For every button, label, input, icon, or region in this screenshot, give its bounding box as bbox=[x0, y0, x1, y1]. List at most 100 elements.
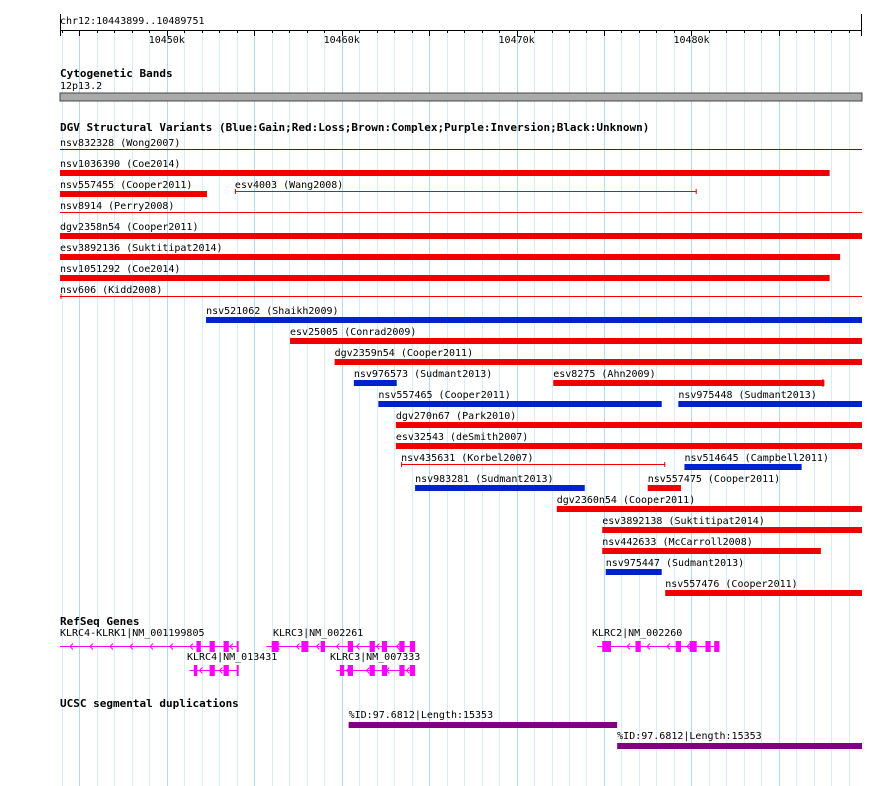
dgv-feature-label[interactable]: dgv2359n54 (Cooper2011) bbox=[334, 348, 474, 359]
gene-exon[interactable] bbox=[236, 665, 239, 676]
dgv-feature-nsv557455[interactable] bbox=[60, 191, 207, 197]
segdup-label[interactable]: %ID:97.6812|Length:15353 bbox=[617, 731, 762, 742]
gene-exon[interactable] bbox=[209, 641, 215, 652]
dgv-feature-dgv2360n54[interactable] bbox=[556, 506, 862, 512]
gene-exon[interactable] bbox=[675, 641, 681, 652]
dgv-feature-label[interactable]: nsv975448 (Sudmant2013) bbox=[678, 390, 817, 401]
gene-exon[interactable] bbox=[369, 665, 375, 676]
dgv-feature-label[interactable]: esv8275 (Ahn2009) bbox=[553, 369, 656, 380]
strand-arrow bbox=[129, 643, 134, 650]
dgv-feature-label[interactable]: esv4003 (Wang2008) bbox=[234, 180, 344, 191]
strand-arrow bbox=[335, 643, 340, 650]
dgv-feature-label[interactable]: nsv975447 (Sudmant2013) bbox=[605, 558, 745, 569]
dgv-track-title[interactable]: DGV Structural Variants (Blue:Gain;Red:L… bbox=[60, 121, 650, 134]
gene-exon[interactable] bbox=[409, 641, 416, 652]
dgv-feature-nsv557476[interactable] bbox=[665, 590, 862, 596]
gene-exon[interactable] bbox=[714, 641, 720, 652]
dgv-feature-nsv442633[interactable] bbox=[602, 548, 821, 554]
dgv-feature-dgv2358n54[interactable] bbox=[60, 233, 862, 239]
gene-exon[interactable] bbox=[409, 665, 416, 676]
dgv-feature-label[interactable]: nsv435631 (Korbel2007) bbox=[401, 453, 534, 464]
gene-exon[interactable] bbox=[705, 641, 711, 652]
dgv-feature-label[interactable]: esv3892138 (Suktitipat2014) bbox=[602, 516, 765, 527]
gene-label[interactable]: KLRC4|NM_013431 bbox=[187, 652, 278, 663]
gene-exon[interactable] bbox=[236, 641, 239, 652]
dgv-feature-label[interactable]: nsv557475 (Cooper2011) bbox=[647, 474, 781, 485]
dgv-feature-label[interactable]: nsv514645 (Campbell2011) bbox=[684, 453, 829, 464]
dgv-feature-label[interactable]: nsv442633 (McCarroll2008) bbox=[602, 537, 753, 548]
dgv-feature-label[interactable]: nsv8914 (Perry2008) bbox=[60, 201, 175, 212]
dgv-feature-label[interactable]: esv3892136 (Suktitipat2014) bbox=[60, 243, 223, 254]
gene-label[interactable]: KLRC2|NM_002260 bbox=[592, 628, 683, 639]
dgv-feature-nsv1051292[interactable] bbox=[60, 275, 830, 281]
segdup-label[interactable]: %ID:97.6812|Length:15353 bbox=[348, 710, 494, 721]
gene-exon[interactable] bbox=[602, 641, 611, 652]
gene-exon[interactable] bbox=[369, 641, 375, 652]
gene-exon[interactable] bbox=[347, 665, 353, 676]
dgv-feature-nsv1036390[interactable] bbox=[60, 170, 830, 176]
strand-arrow bbox=[315, 643, 320, 650]
dgv-feature-label[interactable]: nsv557476 (Cooper2011) bbox=[665, 579, 798, 590]
dgv-feature-nsv521062[interactable] bbox=[206, 317, 863, 323]
dgv-feature-nsv975448[interactable] bbox=[678, 401, 862, 407]
gene-exon[interactable] bbox=[399, 665, 405, 676]
dgv-feature-nsv976573[interactable] bbox=[353, 380, 397, 386]
cytoband-track-title[interactable]: Cytogenetic Bands bbox=[60, 67, 173, 80]
dgv-feature-label[interactable]: esv32543 (deSmith2007) bbox=[395, 432, 529, 443]
strand-arrow bbox=[626, 643, 631, 650]
segdup-bar[interactable] bbox=[348, 722, 618, 728]
ruler-tick-label: 10460k bbox=[323, 35, 360, 46]
gene-label[interactable]: KLRC4-KLRK1|NM_001199805 bbox=[60, 628, 205, 639]
segdup-bar[interactable] bbox=[617, 743, 862, 749]
dgv-feature-label[interactable]: nsv521062 (Shaikh2009) bbox=[206, 306, 339, 317]
dgv-feature-label[interactable]: nsv832328 (Wong2007) bbox=[60, 138, 181, 149]
dgv-feature-dgv2359n54[interactable] bbox=[334, 359, 863, 365]
gene-exon[interactable] bbox=[223, 641, 229, 652]
dgv-feature-label[interactable]: nsv976573 (Sudmant2013) bbox=[353, 369, 493, 380]
gene-exon[interactable] bbox=[381, 665, 388, 676]
dgv-feature-label[interactable]: esv25005 (Conrad2009) bbox=[290, 327, 417, 338]
ruler-tick-label: 10480k bbox=[673, 35, 710, 46]
cytoband-bar[interactable] bbox=[59, 92, 863, 102]
dgv-feature-label[interactable]: dgv270n67 (Park2010) bbox=[395, 411, 517, 422]
dgv-feature-label[interactable]: dgv2358n54 (Cooper2011) bbox=[60, 222, 199, 233]
dgv-feature-nsv975447[interactable] bbox=[605, 569, 662, 575]
gene-label[interactable]: KLRC3|NM_002261 bbox=[273, 628, 364, 639]
gene-label[interactable]: KLRC3|NM_007333 bbox=[330, 652, 421, 663]
dgv-feature-dgv270n67[interactable] bbox=[395, 422, 862, 428]
strand-arrow bbox=[375, 643, 380, 650]
dgv-feature-nsv557475[interactable] bbox=[647, 485, 681, 491]
gene-exon[interactable] bbox=[271, 641, 279, 652]
gene-exon[interactable] bbox=[339, 665, 345, 676]
dgv-feature-label[interactable]: nsv1051292 (Coe2014) bbox=[60, 264, 181, 275]
gene-exon[interactable] bbox=[347, 641, 353, 652]
dgv-feature-label[interactable]: dgv2360n54 (Cooper2011) bbox=[556, 495, 696, 506]
gene-exon[interactable] bbox=[635, 641, 641, 652]
gene-exon[interactable] bbox=[689, 641, 697, 652]
dgv-feature-nsv514645[interactable] bbox=[684, 464, 802, 470]
refseq-track-title[interactable]: RefSeq Genes bbox=[60, 615, 140, 628]
dgv-feature-esv8275[interactable] bbox=[553, 380, 825, 386]
dgv-feature-label[interactable]: nsv557455 (Cooper2011) bbox=[60, 180, 193, 191]
dgv-feature-esv3892138[interactable] bbox=[602, 527, 862, 533]
dgv-feature-label[interactable]: nsv557465 (Cooper2011) bbox=[378, 390, 511, 401]
gene-exon[interactable] bbox=[301, 641, 309, 652]
gene-exon[interactable] bbox=[196, 641, 201, 652]
dgv-feature-label[interactable]: nsv1036390 (Coe2014) bbox=[60, 159, 181, 170]
gene-exon[interactable] bbox=[223, 665, 229, 676]
gene-exon[interactable] bbox=[320, 641, 326, 652]
dgv-feature-esv25005[interactable] bbox=[290, 338, 862, 344]
dgv-feature-esv3892136[interactable] bbox=[60, 254, 841, 260]
dgv-feature-esv32543[interactable] bbox=[395, 443, 862, 449]
gene-exon[interactable] bbox=[381, 641, 388, 652]
strand-arrow bbox=[218, 667, 223, 674]
segdup-track-title[interactable]: UCSC segmental duplications bbox=[60, 697, 239, 710]
dgv-feature-nsv983281[interactable] bbox=[415, 485, 585, 491]
dgv-feature-label[interactable]: nsv606 (Kidd2008) bbox=[60, 285, 163, 296]
strand-arrow bbox=[666, 643, 671, 650]
dgv-feature-nsv557465[interactable] bbox=[378, 401, 662, 407]
gene-exon[interactable] bbox=[193, 665, 198, 676]
gene-exon[interactable] bbox=[209, 665, 215, 676]
gene-exon[interactable] bbox=[399, 641, 405, 652]
dgv-feature-label[interactable]: nsv983281 (Sudmant2013) bbox=[415, 474, 554, 485]
